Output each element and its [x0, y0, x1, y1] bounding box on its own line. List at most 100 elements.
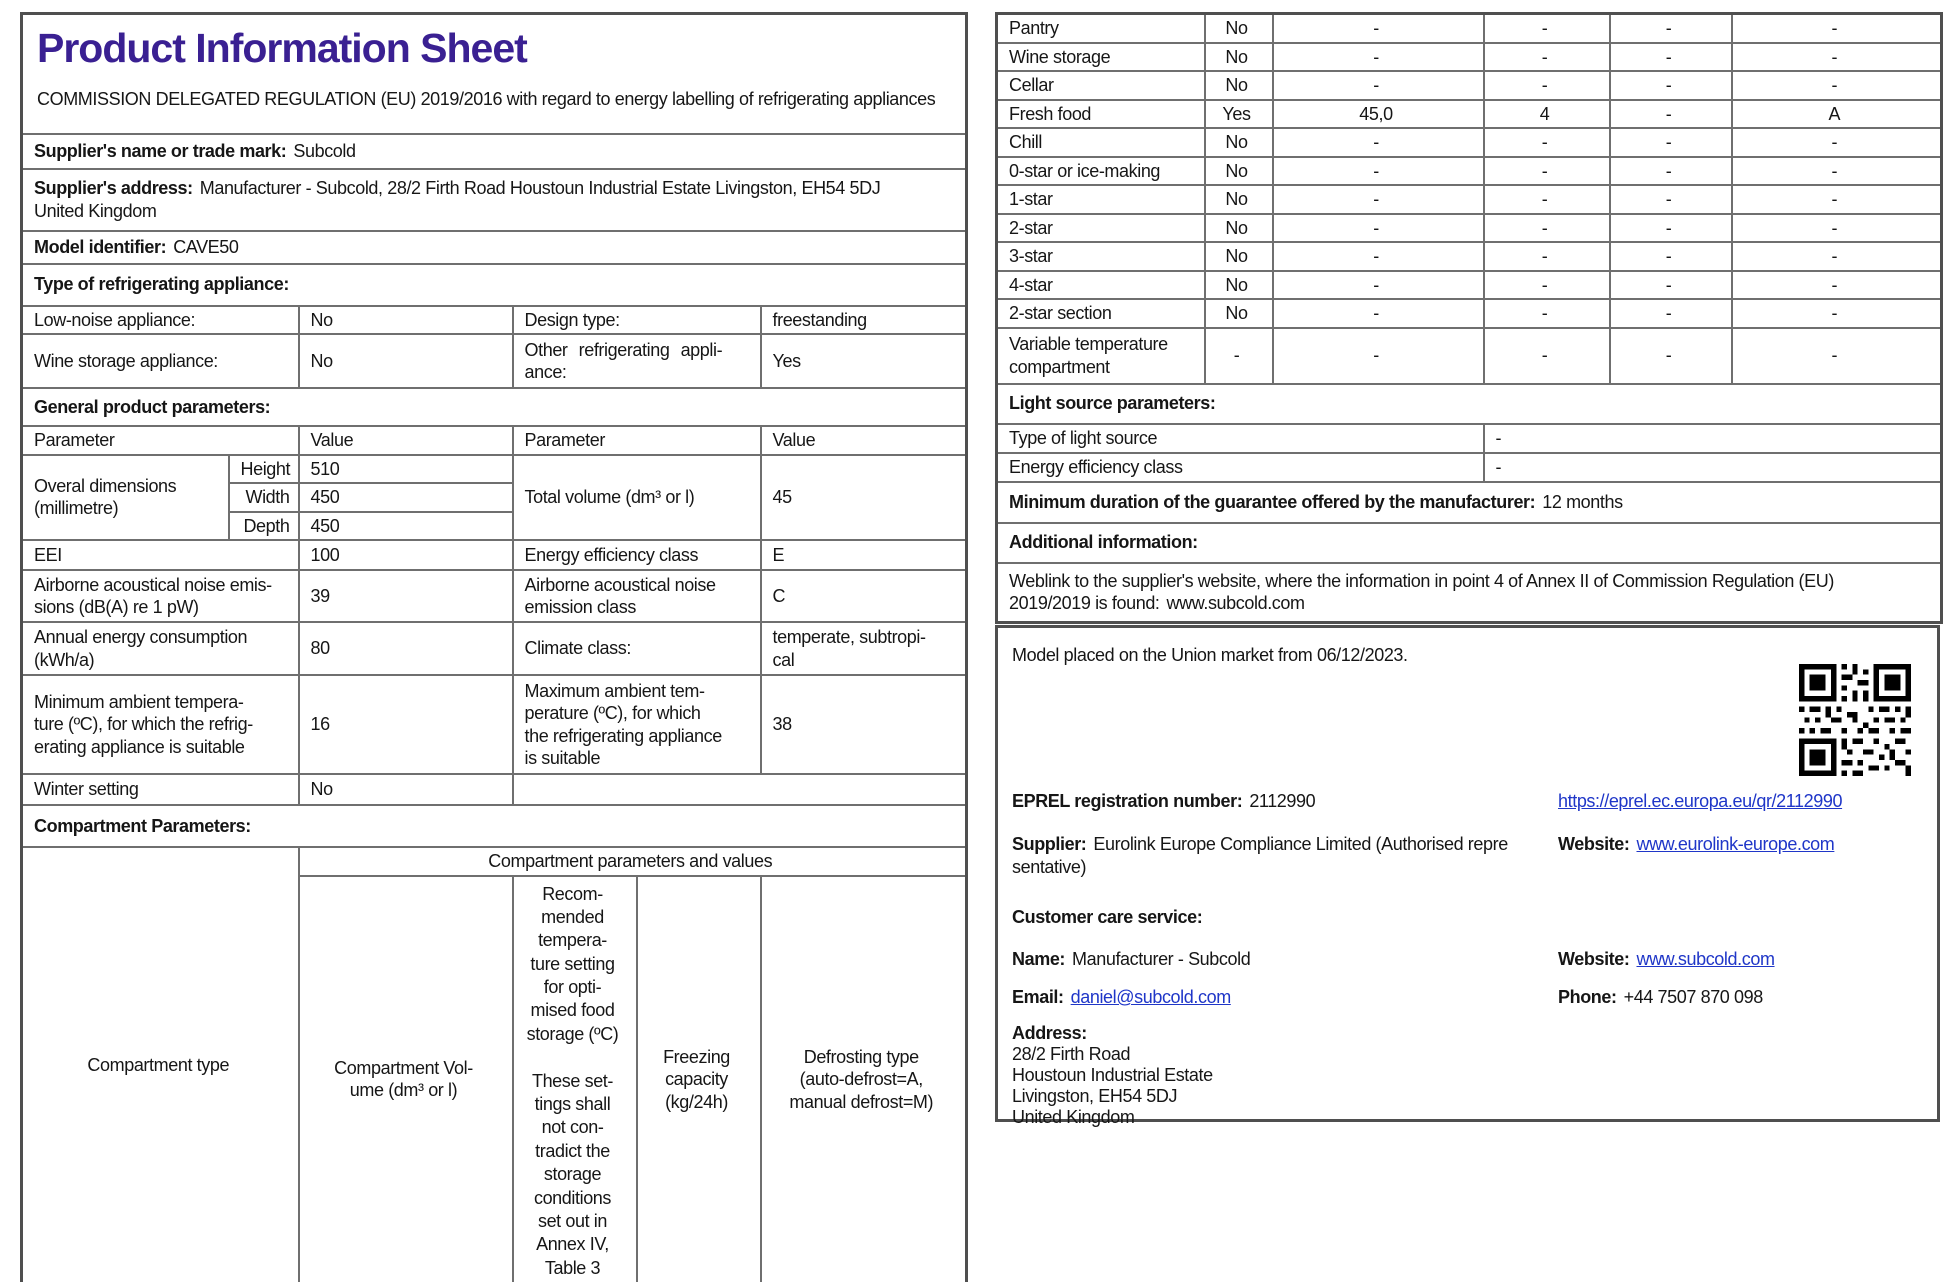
row-freezing: -	[1608, 98, 1733, 129]
row-freezing: -	[1608, 70, 1733, 101]
height-label: Height	[227, 453, 300, 484]
website2-label: Website:	[1558, 949, 1630, 969]
row-defrosting: -	[1730, 41, 1943, 72]
website1-link[interactable]: www.eurolink-europe.com	[1636, 834, 1835, 854]
row-volume: -	[1271, 127, 1485, 158]
row-present: No	[1203, 298, 1274, 329]
phone-label: Phone:	[1558, 987, 1617, 1007]
row-volume: -	[1271, 184, 1485, 215]
compartment-values-table: Pantry No - - - - Wine storage No - - - …	[995, 12, 1943, 624]
row-present: No	[1203, 241, 1274, 272]
supplier-name-row: Supplier's name or trade mark: Subcold	[20, 132, 968, 170]
dimensions-label: Overal dimensions (millimetre)	[20, 453, 230, 541]
compartment-freezing-header: Freezing capacity (kg/24h)	[635, 874, 762, 1282]
compartment-row: 2-star No - - - -	[995, 212, 1943, 243]
address-label: Address:	[1012, 1023, 1087, 1043]
row-defrosting: -	[1730, 70, 1943, 101]
row-present: No	[1203, 12, 1274, 44]
design-type-value: freestanding	[759, 304, 968, 335]
guarantee-row: Minimum duration of the guarantee offere…	[995, 480, 1943, 524]
param-header-2: Parameter	[511, 425, 762, 456]
compartment-row: Wine storage No - - - -	[995, 41, 1943, 72]
energy-class-label: Energy efficiency class	[511, 539, 762, 571]
website2-link[interactable]: www.subcold.com	[1636, 949, 1775, 969]
row-volume: -	[1271, 155, 1485, 186]
row-present: No	[1203, 212, 1274, 243]
email-link[interactable]: daniel@subcold.com	[1070, 987, 1232, 1007]
supplier-label: Supplier:	[1012, 834, 1087, 854]
customer-care-heading: Customer care service:	[1012, 907, 1203, 927]
min-ambient-value: 16	[297, 674, 514, 775]
row-volume: -	[1271, 12, 1485, 44]
row-temperature: -	[1482, 41, 1611, 72]
row-temperature: -	[1482, 127, 1611, 158]
width-value: 450	[297, 482, 514, 513]
row-freezing: -	[1608, 12, 1733, 44]
compartment-row: 0-star or ice-making No - - - -	[995, 155, 1943, 186]
eprel-value: 2112990	[1249, 791, 1316, 811]
total-volume-value: 45	[759, 453, 968, 541]
compartment-type-header: Compartment type	[20, 846, 300, 1282]
compartment-row: Variable temperature compartment - - - -…	[995, 326, 1943, 385]
website1-row: Website: www.eurolink-europe.com	[1558, 833, 1946, 856]
weblink-row: Weblink to the supplier's website, where…	[995, 561, 1943, 624]
eprel-qr-link[interactable]: https://eprel.ec.europa.eu/qr/2112990	[1558, 791, 1843, 811]
qr-code	[1799, 664, 1911, 776]
row-freezing: -	[1608, 326, 1733, 385]
address-lines: 28/2 Firth Road Houstoun Industrial Esta…	[1012, 1044, 1213, 1127]
row-temperature: 4	[1482, 98, 1611, 129]
height-value: 510	[297, 453, 514, 484]
row-temperature: -	[1482, 298, 1611, 329]
row-temperature: -	[1482, 184, 1611, 215]
row-defrosting: -	[1730, 184, 1943, 215]
winter-value: No	[297, 773, 514, 806]
additional-info-heading: Additional information:	[995, 521, 1943, 564]
value-header-2: Value	[759, 425, 968, 456]
row-volume: -	[1271, 326, 1485, 385]
guarantee-label: Minimum duration of the guarantee offere…	[1009, 491, 1536, 512]
row-name: Variable temperature compartment	[995, 326, 1206, 385]
row-name: Wine storage	[995, 41, 1206, 72]
row-present: -	[1203, 326, 1274, 385]
title-block: Product Information Sheet COMMISSION DEL…	[20, 12, 968, 135]
row-volume: -	[1271, 241, 1485, 272]
row-defrosting: -	[1730, 269, 1943, 300]
row-defrosting: -	[1730, 212, 1943, 243]
row-name: Cellar	[995, 70, 1206, 101]
general-params-heading: General product parameters:	[20, 387, 968, 427]
compartment-row: Fresh food Yes 45,0 4 - A	[995, 98, 1943, 129]
weblink-label: Weblink to the supplier's website, where…	[1009, 570, 1834, 614]
winter-label: Winter setting	[20, 773, 300, 806]
email-label: Email:	[1012, 987, 1064, 1007]
max-ambient-value: 38	[759, 674, 968, 775]
light-source-class-value: -	[1482, 451, 1943, 483]
max-ambient-label: Maximum ambient tem- perature (ºC), for …	[511, 674, 762, 775]
noise-class-value: C	[759, 569, 968, 623]
eprel-qr-link-row: https://eprel.ec.europa.eu/qr/2112990	[1558, 790, 1946, 813]
row-freezing: -	[1608, 127, 1733, 158]
width-label: Width	[227, 482, 300, 513]
annual-energy-value: 80	[297, 621, 514, 676]
eprel-row: EPREL registration number: 2112990	[1012, 790, 1557, 813]
row-present: No	[1203, 184, 1274, 215]
energy-class-value: E	[759, 539, 968, 571]
model-identifier-value: CAVE50	[173, 236, 239, 257]
website2-row: Website: www.subcold.com	[1558, 948, 1946, 971]
compartment-heading: Compartment Parameters:	[20, 804, 968, 848]
eei-label: EEI	[20, 539, 300, 571]
noise-label: Airborne acoustical noise emis- sions (d…	[20, 569, 300, 623]
compartment-row: 2-star section No - - - -	[995, 298, 1943, 329]
noise-class-label: Airborne acoustical noise emission class	[511, 569, 762, 623]
supplier-row: Supplier: Eurolink Europe Compliance Limi…	[1012, 833, 1557, 878]
row-freezing: -	[1608, 212, 1733, 243]
depth-value: 450	[297, 510, 514, 541]
market-placed-text: Model placed on the Union market from 06…	[1012, 645, 1408, 665]
contact-name-value: Manufacturer - Subcold	[1072, 949, 1251, 969]
row-defrosting: A	[1730, 98, 1943, 129]
compartment-volume-header: Compartment Vol- ume (dm³ or l)	[297, 874, 514, 1282]
row-name: Chill	[995, 127, 1206, 158]
row-present: No	[1203, 127, 1274, 158]
row-defrosting: -	[1730, 298, 1943, 329]
compartment-row: 1-star No - - - -	[995, 184, 1943, 215]
